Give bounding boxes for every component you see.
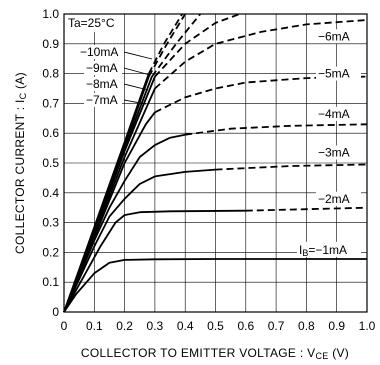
y-tick-label: 0.8 — [42, 67, 59, 81]
curve-label: −10mA — [80, 45, 118, 59]
curve-label-bg — [84, 61, 122, 75]
x-tick-label: 0.7 — [268, 319, 285, 333]
x-tick-label: 0.2 — [116, 319, 133, 333]
curve-label-bg — [297, 241, 361, 257]
y-tick-label: 0.7 — [42, 96, 59, 110]
leader-line — [123, 67, 151, 76]
series-line-dashed — [147, 13, 183, 75]
curve-label: −5mA — [318, 67, 350, 81]
y-axis-label: COLLECTOR CURRENT : IC (A) — [13, 72, 28, 254]
curve-label-bg — [316, 145, 361, 160]
x-axis-label: COLLECTOR TO EMITTER VOLTAGE : VCE (V) — [81, 346, 349, 361]
y-tick-label: 1.0 — [42, 7, 59, 21]
series-line-solid — [63, 73, 150, 313]
plot-frame — [63, 13, 368, 313]
curve-label-bg — [316, 106, 361, 121]
x-tick-label: 0.3 — [147, 319, 164, 333]
condition-label: Ta=25°C — [68, 16, 115, 30]
series-line-dashed — [185, 123, 368, 136]
x-tick-label: 0.4 — [177, 319, 194, 333]
series-line-solid — [63, 209, 246, 313]
x-tick-label: 1.0 — [359, 319, 376, 333]
curve-label-bg — [316, 66, 361, 81]
curve-label: −7mA — [86, 93, 118, 107]
series-line-dashed — [151, 13, 201, 78]
y-tick-labels: 0 0.1 0.2 0.3 0.4 0.5 0.6 0.7 0.8 0.9 1.0 — [42, 7, 59, 319]
x-tick-label: 0.1 — [86, 319, 103, 333]
y-tick-label: 0.2 — [42, 245, 59, 259]
series-line-dashed — [245, 206, 368, 212]
y-tick-label: 0 — [52, 305, 59, 319]
curve-label-bg — [84, 77, 122, 91]
series-line-dashed — [215, 163, 368, 171]
y-tick-label: 0.4 — [42, 186, 59, 200]
y-tick-label: 0.1 — [42, 275, 59, 289]
series-line-solid — [63, 258, 367, 313]
curve-label-ib: IB=−1mA — [299, 243, 347, 258]
x-tick-label: 0 — [61, 319, 68, 333]
leader-line — [123, 83, 149, 91]
curve-label-bg — [316, 191, 361, 206]
series-line-dashed — [154, 13, 241, 78]
x-tick-label: 0.5 — [207, 319, 224, 333]
curve-label-bg — [316, 29, 361, 44]
curve-label: −9mA — [86, 61, 118, 75]
curve-label-bg — [84, 93, 122, 107]
y-tick-label: 0.5 — [42, 156, 59, 170]
condition-label-bg — [66, 14, 120, 32]
x-tick-label: 0.6 — [237, 319, 254, 333]
x-tick-label: 0.8 — [298, 319, 315, 333]
leader-line — [123, 99, 147, 105]
curve-label-bg — [78, 45, 116, 59]
curve-label: −6mA — [318, 29, 350, 43]
curve-label: −2mA — [318, 192, 350, 206]
curves — [63, 13, 368, 313]
x-tick-labels: 0 0.1 0.2 0.3 0.4 0.5 0.6 0.7 0.8 0.9 1.0 — [61, 319, 376, 333]
curve-label: −3mA — [318, 146, 350, 160]
leader-line — [123, 51, 153, 60]
curve-label: −8mA — [86, 77, 118, 91]
curve-labels: −10mA −9mA −8mA −7mA −6mA −5mA −4mA −3mA −2mA IB=… — [78, 29, 361, 258]
y-tick-label: 0.3 — [42, 216, 59, 230]
series-line-solid — [63, 168, 216, 313]
series-line-dashed — [148, 13, 186, 78]
curve-label: −4mA — [318, 107, 350, 121]
x-tick-label: 0.9 — [328, 319, 345, 333]
y-tick-label: 0.6 — [42, 126, 59, 140]
y-tick-label: 0.9 — [42, 37, 59, 51]
series-line-dashed — [154, 19, 368, 90]
